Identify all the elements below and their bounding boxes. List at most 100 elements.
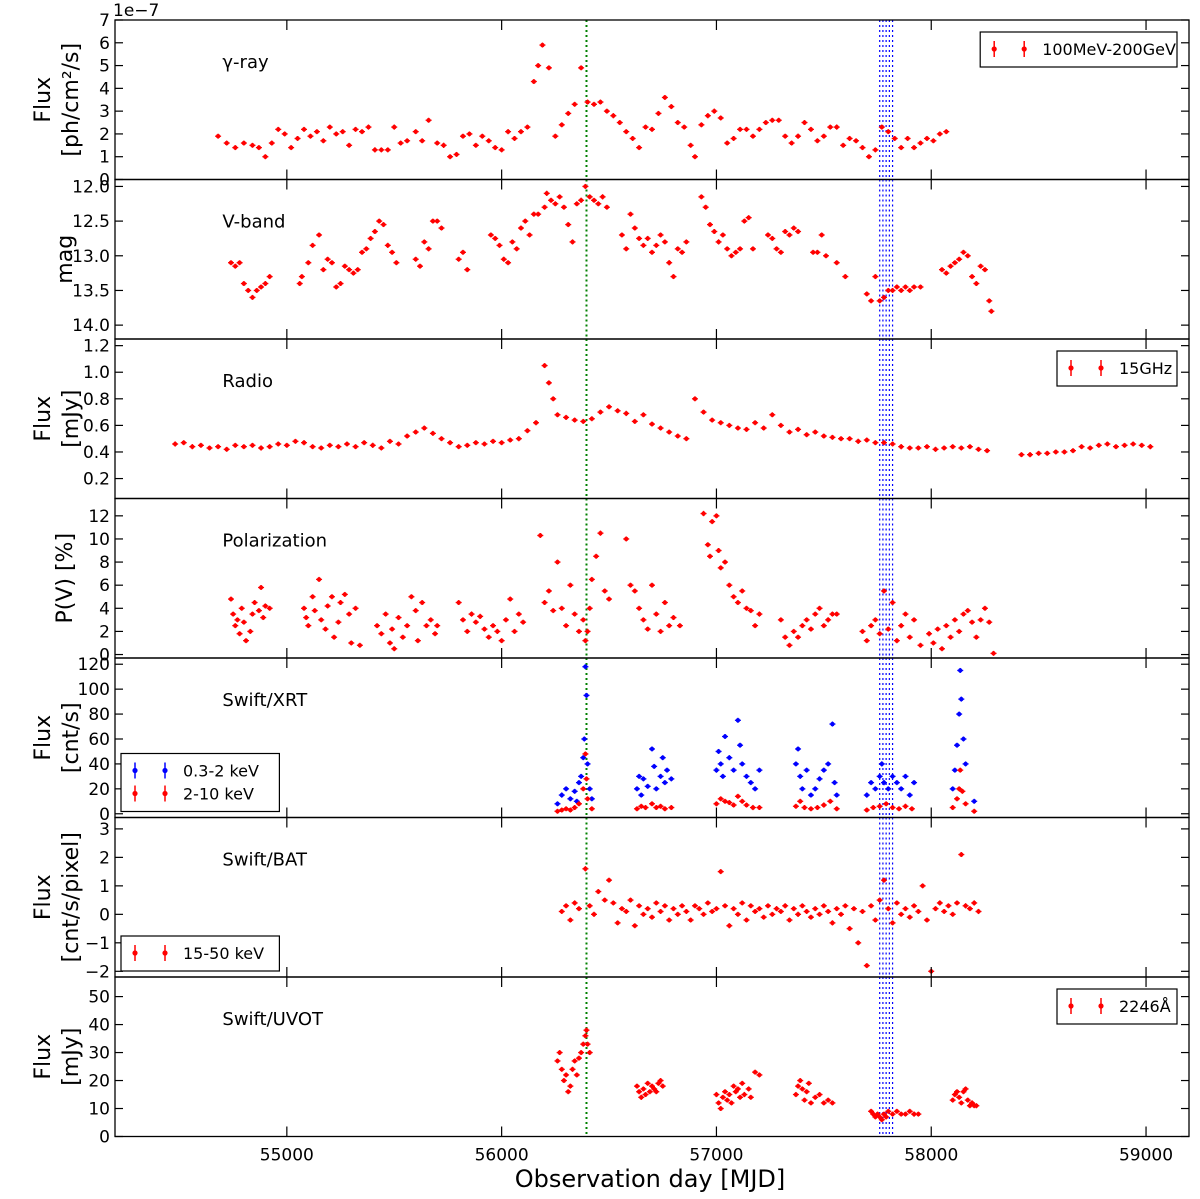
y-tick-label: 20 bbox=[88, 1072, 110, 1092]
data-point bbox=[657, 803, 664, 809]
data-point bbox=[730, 767, 737, 773]
y-axis-label-line: [mJy] bbox=[59, 1028, 84, 1086]
marker bbox=[808, 1100, 814, 1106]
data-point bbox=[1104, 441, 1111, 447]
data-point bbox=[747, 1094, 754, 1100]
data-point bbox=[868, 780, 875, 786]
marker bbox=[821, 1100, 827, 1106]
data-point bbox=[627, 897, 634, 903]
data-point bbox=[814, 249, 821, 255]
marker bbox=[735, 600, 741, 605]
marker bbox=[267, 606, 272, 611]
data-point bbox=[814, 138, 821, 144]
data-point bbox=[343, 441, 350, 447]
marker bbox=[649, 250, 655, 255]
data-point bbox=[1147, 444, 1154, 450]
marker bbox=[671, 274, 676, 279]
data-point bbox=[552, 201, 559, 207]
marker bbox=[342, 592, 348, 597]
data-point bbox=[859, 145, 866, 151]
marker bbox=[527, 232, 532, 238]
marker bbox=[553, 201, 558, 206]
marker bbox=[679, 903, 685, 908]
data-point bbox=[582, 638, 589, 644]
marker bbox=[518, 129, 524, 134]
marker bbox=[555, 809, 560, 814]
data-point bbox=[917, 140, 924, 146]
data-point bbox=[726, 800, 733, 806]
data-point bbox=[511, 628, 518, 634]
data-point bbox=[563, 806, 570, 812]
data-point bbox=[977, 263, 984, 269]
marker bbox=[972, 809, 977, 814]
data-point bbox=[898, 623, 905, 629]
data-point bbox=[773, 906, 780, 912]
marker bbox=[181, 440, 186, 445]
marker bbox=[978, 617, 983, 623]
data-point bbox=[726, 582, 733, 588]
data-point bbox=[769, 911, 776, 917]
data-point bbox=[240, 140, 247, 146]
y-axis-label: Flux [ph/cm²/s] bbox=[31, 43, 84, 157]
y-tick-label: 12.5 bbox=[72, 212, 110, 232]
marker bbox=[778, 909, 784, 914]
marker bbox=[886, 906, 891, 911]
y-tick-label: 0 bbox=[99, 646, 110, 666]
marker bbox=[821, 903, 827, 908]
data-point bbox=[582, 751, 589, 757]
data-point bbox=[578, 197, 585, 203]
y-tick-label: 30 bbox=[88, 1044, 110, 1064]
marker bbox=[808, 806, 814, 811]
marker bbox=[228, 260, 234, 265]
data-point bbox=[846, 135, 853, 142]
marker bbox=[813, 786, 818, 792]
marker bbox=[379, 147, 384, 153]
marker bbox=[976, 447, 981, 452]
data-point bbox=[713, 801, 720, 807]
data-point bbox=[908, 806, 915, 812]
marker bbox=[636, 774, 642, 779]
data-point bbox=[962, 903, 969, 909]
y-tick-label: 0 bbox=[99, 805, 110, 825]
data-point bbox=[335, 619, 342, 625]
marker bbox=[447, 154, 453, 159]
marker bbox=[757, 611, 762, 617]
marker bbox=[636, 236, 642, 241]
data-point bbox=[247, 628, 254, 634]
data-point bbox=[414, 638, 421, 644]
marker bbox=[757, 767, 762, 773]
marker bbox=[802, 1097, 807, 1103]
y-axis-label: Flux [mJy] bbox=[31, 1028, 84, 1086]
marker bbox=[958, 767, 963, 773]
data-point bbox=[517, 225, 524, 231]
marker bbox=[250, 295, 255, 300]
data-point bbox=[646, 1089, 653, 1095]
data-point bbox=[365, 124, 372, 130]
marker bbox=[722, 903, 728, 908]
marker bbox=[600, 194, 605, 200]
panel-label: Swift/XRT bbox=[222, 690, 308, 711]
data-point bbox=[855, 438, 862, 444]
marker bbox=[813, 611, 818, 617]
marker bbox=[709, 909, 715, 914]
marker bbox=[851, 906, 857, 911]
data-point bbox=[661, 903, 668, 909]
marker bbox=[456, 257, 461, 262]
marker bbox=[535, 211, 541, 217]
marker bbox=[963, 801, 968, 806]
data-point bbox=[745, 215, 752, 221]
marker bbox=[834, 906, 839, 911]
data-point bbox=[820, 1100, 827, 1106]
data-point bbox=[917, 642, 924, 648]
marker bbox=[267, 274, 272, 279]
data-point bbox=[371, 229, 378, 235]
data-point bbox=[515, 611, 522, 617]
data-point bbox=[227, 260, 234, 266]
x-tick-label: 58000 bbox=[904, 1146, 958, 1166]
data-point bbox=[949, 1097, 956, 1103]
data-point bbox=[719, 773, 726, 779]
data-point bbox=[833, 124, 840, 130]
marker bbox=[873, 617, 878, 623]
marker bbox=[825, 761, 831, 767]
